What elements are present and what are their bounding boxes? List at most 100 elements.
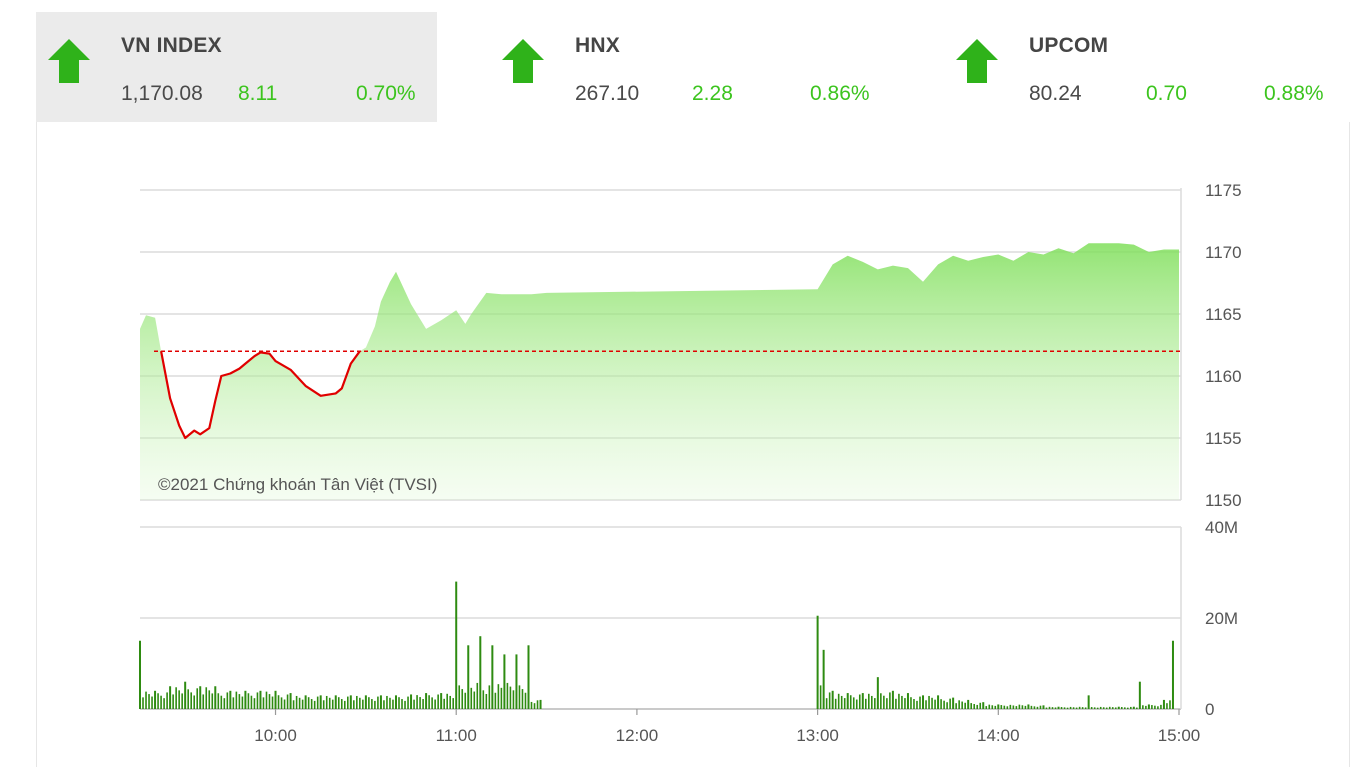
index-price: 80.24 — [1029, 82, 1082, 105]
volume-bar — [1003, 705, 1006, 709]
volume-bar — [1012, 705, 1015, 709]
volume-bar — [858, 694, 861, 709]
volume-bar — [211, 693, 214, 709]
volume-bar — [217, 693, 220, 709]
x-tick-label: 15:00 — [1158, 726, 1201, 745]
volume-bar — [347, 696, 349, 709]
volume-bar — [1066, 707, 1069, 709]
volume-bar — [961, 701, 963, 709]
price-tick-label: 1170 — [1205, 243, 1242, 262]
volume-bar — [521, 689, 524, 709]
volume-bar — [828, 692, 831, 709]
volume-bar — [1099, 706, 1102, 709]
volume-bar — [985, 706, 988, 709]
volume-bar — [139, 640, 141, 709]
volume-bar — [530, 701, 533, 709]
volume-bar — [1169, 700, 1171, 709]
volume-bar — [422, 699, 424, 709]
volume-bar — [392, 699, 394, 709]
volume-bar — [199, 686, 202, 709]
volume-bar — [455, 581, 458, 709]
volume-bar — [967, 699, 970, 709]
volume-bar — [1130, 706, 1132, 709]
volume-bar — [1157, 706, 1159, 709]
volume-bar — [816, 615, 819, 709]
index-change: 2.28 — [692, 82, 733, 105]
volume-bar — [214, 686, 217, 709]
volume-bar — [1045, 707, 1048, 709]
volume-bar — [1015, 706, 1018, 709]
volume-bar — [994, 705, 997, 709]
volume-bar — [533, 703, 536, 709]
volume-bar — [319, 695, 322, 709]
volume-bar — [316, 696, 319, 709]
volume-bar — [334, 695, 337, 709]
volume-bar — [1039, 705, 1042, 709]
volume-bar — [1136, 707, 1138, 709]
volume-bar — [401, 699, 403, 709]
volume-bar — [464, 692, 467, 709]
volume-bar — [232, 697, 235, 709]
volume-bar — [1000, 705, 1003, 709]
volume-bar — [485, 693, 488, 709]
volume-bar — [1021, 705, 1024, 709]
tab-upcom[interactable]: UPCOM 80.24 0.70 0.88% — [944, 12, 1345, 122]
volume-bar — [943, 700, 945, 709]
volume-bar — [1075, 707, 1078, 709]
volume-bar — [1166, 703, 1168, 709]
volume-bar — [181, 693, 183, 709]
volume-bar — [901, 695, 903, 709]
volume-bar — [340, 699, 343, 709]
volume-bar — [1111, 707, 1114, 709]
volume-bar — [1042, 705, 1045, 709]
volume-bar — [976, 704, 979, 709]
volume-bar — [494, 692, 497, 709]
index-tabs: VN INDEX 1,170.08 8.11 0.70% HNX 267.10 … — [36, 12, 1352, 122]
volume-bar — [343, 700, 346, 709]
volume-bar — [398, 697, 400, 709]
volume-bar — [256, 692, 259, 709]
volume-bar — [166, 692, 168, 709]
volume-bar — [964, 702, 966, 709]
volume-bar — [1069, 706, 1072, 709]
x-tick-label: 14:00 — [977, 726, 1020, 745]
volume-bar — [419, 697, 421, 709]
volume-bar — [362, 699, 364, 709]
volume-bar — [389, 697, 391, 709]
volume-bar — [440, 693, 443, 709]
volume-bar — [247, 693, 250, 709]
volume-bar — [331, 699, 334, 709]
volume-bar — [151, 696, 153, 709]
volume-bar — [913, 699, 915, 709]
volume-bar — [1154, 705, 1156, 709]
volume-bar — [931, 697, 933, 709]
volume-bar — [407, 696, 409, 709]
volume-bar — [928, 695, 930, 709]
volume-bar — [889, 692, 891, 709]
volume-bar — [157, 693, 159, 709]
volume-bar — [226, 692, 229, 709]
tab-hnx[interactable]: HNX 267.10 2.28 0.86% — [490, 12, 891, 122]
volume-bar — [958, 700, 960, 709]
volume-bar — [874, 698, 876, 709]
volume-bar — [949, 698, 951, 709]
volume-bar — [1009, 704, 1012, 709]
volume-bar — [289, 693, 292, 709]
volume-bar — [428, 695, 430, 709]
volume-bar — [871, 695, 873, 709]
volume-bar — [840, 695, 843, 709]
volume-bar — [880, 693, 882, 709]
price-tick-label: 1155 — [1205, 429, 1242, 448]
volume-bar — [434, 699, 436, 709]
volume-bar — [410, 694, 413, 709]
intraday-chart[interactable]: 1175 1170 1165 1160 1155 1150 40M 20M 0 10:00 11:0… — [37, 122, 1349, 767]
tab-vn-index[interactable]: VN INDEX 1,170.08 8.11 0.70% — [36, 12, 437, 122]
index-price: 1,170.08 — [121, 82, 203, 105]
volume-bar — [1084, 707, 1087, 709]
volume-bar — [292, 700, 295, 709]
volume-bar — [864, 698, 867, 709]
volume-bar — [184, 681, 187, 709]
volume-bar — [997, 704, 1000, 709]
volume-tick-label: 0 — [1205, 700, 1214, 719]
index-name: UPCOM — [1029, 34, 1109, 57]
